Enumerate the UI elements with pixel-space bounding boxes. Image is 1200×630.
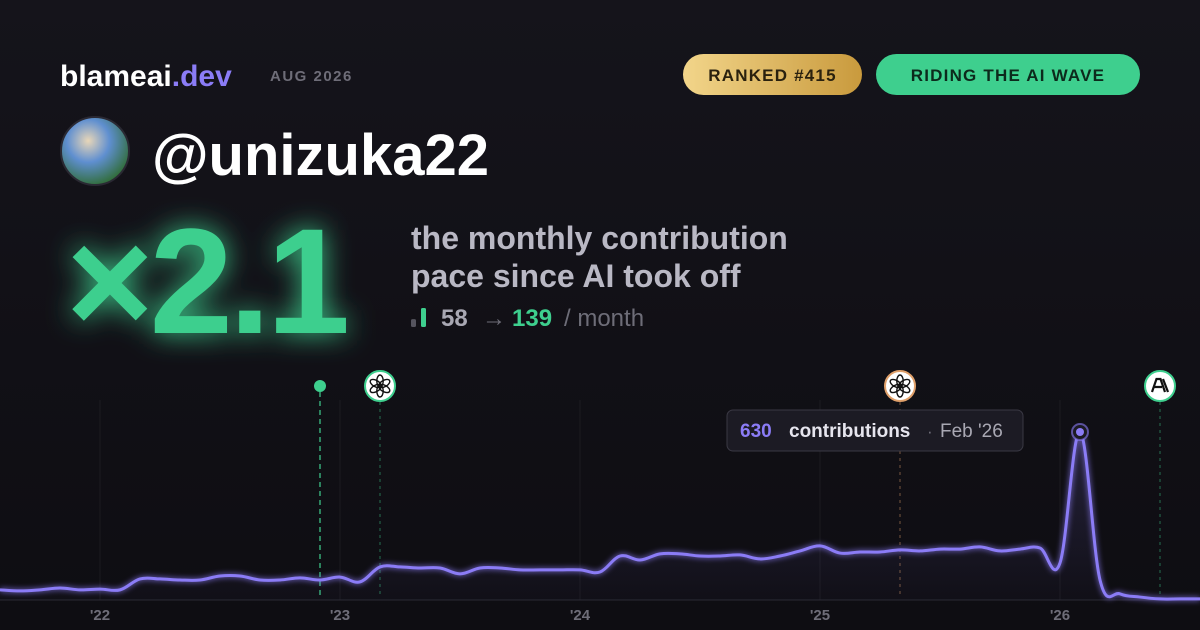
- rank-badge-text: RANKED #415: [708, 66, 836, 85]
- tooltip-unit: contributions: [789, 421, 910, 442]
- subtitle-line: pace since AI took off: [411, 258, 741, 294]
- x-tick-label: '23: [330, 607, 350, 624]
- tooltip-value: 630: [740, 421, 772, 442]
- unit: / month: [564, 305, 644, 332]
- icon-petal: [889, 378, 902, 389]
- x-tick-label: '22: [90, 607, 110, 624]
- mini-bar: [421, 308, 426, 327]
- after-value: 139: [512, 305, 552, 332]
- icon-glyph: [1150, 377, 1170, 393]
- x-tick-label: '26: [1050, 607, 1070, 624]
- icon-petal: [369, 378, 382, 389]
- tooltip-box: [726, 409, 1024, 452]
- stats: 58 → 139 / month: [411, 305, 644, 332]
- before-value: 58: [441, 305, 468, 332]
- event-icon: [364, 370, 396, 402]
- rank-badge: [683, 54, 862, 95]
- plot: '22 '23 '24 '25 '26: [0, 370, 1200, 624]
- subtitle-line: the monthly contribution: [411, 220, 788, 256]
- tooltip-separator: ·: [927, 422, 933, 441]
- highlight-point: [1076, 428, 1084, 436]
- avatar: [60, 116, 130, 186]
- tooltip-label: Feb '26: [940, 421, 1003, 442]
- event-marker: [364, 370, 396, 598]
- wave-badge: [876, 54, 1140, 95]
- handle: @unizuka22: [152, 123, 489, 188]
- event-marker: [1144, 370, 1176, 598]
- date: AUG 2026: [270, 68, 353, 85]
- wave-badge-text: RIDING THE AI WAVE: [911, 66, 1105, 85]
- brand: blameai.dev: [60, 60, 232, 93]
- multiplier: ×2.1: [66, 197, 347, 365]
- mini-bar: [411, 319, 416, 327]
- tooltip: 630 contributions · Feb '26: [726, 409, 1024, 452]
- event-marker: [314, 380, 326, 598]
- x-tick-label: '25: [810, 607, 830, 624]
- line: [0, 430, 1200, 601]
- arrow: →: [482, 305, 506, 332]
- event-marker: [884, 370, 916, 598]
- x-tick-label: '24: [570, 607, 591, 624]
- area: [0, 431, 1200, 600]
- event-icon: [884, 370, 916, 402]
- brand-tld: .dev: [172, 60, 232, 93]
- brand-name: blameai: [60, 60, 172, 93]
- event-dot: [314, 380, 326, 392]
